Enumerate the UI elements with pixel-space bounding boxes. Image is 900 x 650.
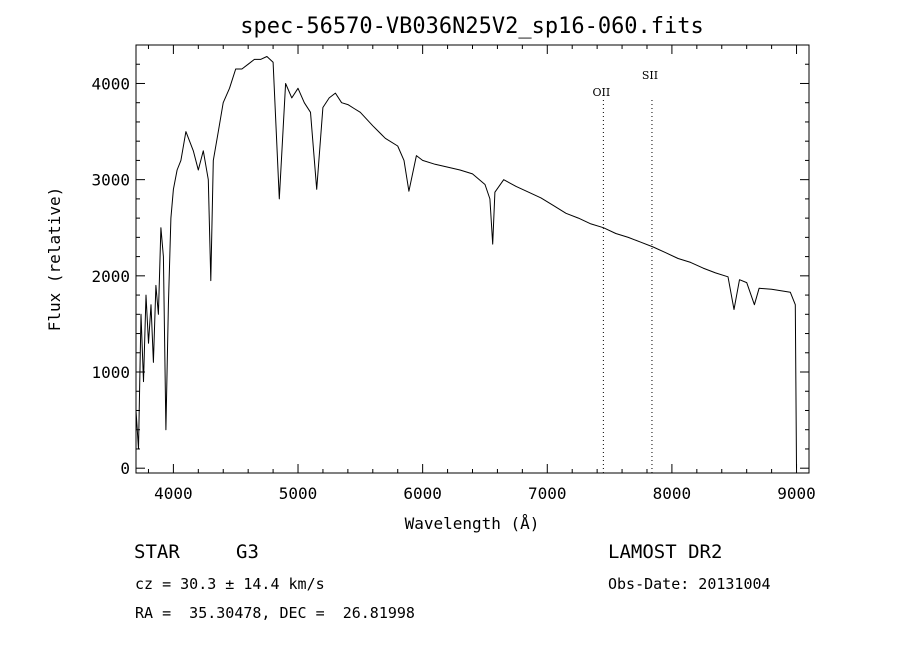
chart-title: spec-56570-VB036N25V2_sp16-060.fits [240,14,704,39]
x-tick-label: 5000 [279,484,318,503]
obs-date: Obs-Date: 20131004 [608,575,771,593]
emission-line-label: SII [642,69,658,82]
coordinates-info: RA = 35.30478, DEC = 26.81998 [135,604,415,622]
plot-frame [135,44,810,474]
object-class: STAR [134,541,180,563]
y-tick-label: 2000 [91,267,130,286]
x-tick-label: 7000 [528,484,567,503]
emission-line-label: OII [593,86,611,99]
y-tick-label: 1000 [91,363,130,382]
x-axis-label: Wavelength (Å) [405,514,540,533]
spectrum-series-line [135,56,797,469]
x-tick-label: 4000 [154,484,193,503]
y-tick-label: 4000 [91,74,130,93]
y-axis-label: Flux (relative) [45,187,64,332]
x-tick-label: 6000 [403,484,442,503]
redshift-info: cz = 30.3 ± 14.4 km/s [135,575,325,593]
survey-label: LAMOST DR2 [608,541,723,563]
y-tick-label: 3000 [91,171,130,190]
object-subclass: G3 [236,541,259,563]
x-tick-label: 9000 [777,484,816,503]
y-tick-label: 0 [120,459,130,478]
x-tick-label: 8000 [653,484,692,503]
